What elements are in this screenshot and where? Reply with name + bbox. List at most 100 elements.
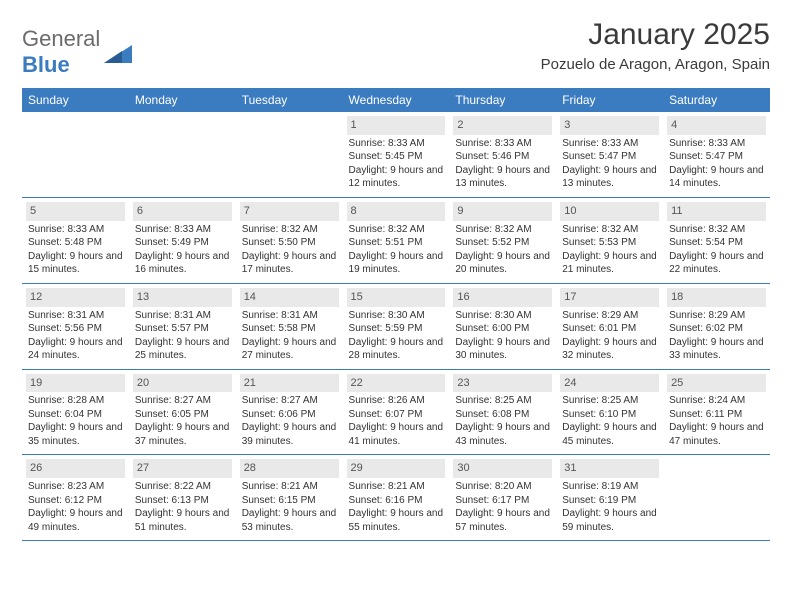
calendar-day-empty bbox=[22, 112, 129, 197]
calendar-day: 29 Sunrise: 8:21 AMSunset: 6:16 PMDayligh… bbox=[343, 455, 450, 541]
day-number: 31 bbox=[560, 459, 659, 478]
calendar-day: 25Sunrise: 8:24 AMSunset: 6:11 PMDayligh… bbox=[663, 369, 770, 455]
logo-line2: Blue bbox=[22, 52, 70, 77]
day-details: Sunrise: 8:33 AMSunset: 5:49 PMDaylight:… bbox=[133, 223, 232, 277]
day-details: Sunrise: 8:26 AMSunset: 6:07 PMDaylight:… bbox=[347, 394, 446, 448]
day-number: 14 bbox=[240, 288, 339, 307]
month-title: January 2025 bbox=[541, 18, 770, 52]
day-details: Sunrise: 8:33 AMSunset: 5:48 PMDaylight:… bbox=[26, 223, 125, 277]
day-number: 1 bbox=[347, 116, 446, 135]
calendar-day: 27 Sunrise: 8:22 AMSunset: 6:13 PMDayligh… bbox=[129, 455, 236, 541]
day-header-row: SundayMondayTuesdayWednesdayThursdayFrid… bbox=[22, 88, 770, 112]
day-number: 2 bbox=[453, 116, 552, 135]
day-number: 25 bbox=[667, 374, 766, 393]
day-number: 11 bbox=[667, 202, 766, 221]
calendar-day: 10Sunrise: 8:32 AMSunset: 5:53 PMDayligh… bbox=[556, 197, 663, 283]
day-number: 29 bbox=[347, 459, 446, 478]
day-header: Friday bbox=[556, 88, 663, 112]
calendar-week: 26Sunrise: 8:23 AMSunset: 6:12 PMDayligh… bbox=[22, 455, 770, 541]
day-number: 27 bbox=[133, 459, 232, 478]
calendar-day: 20Sunrise: 8:27 AMSunset: 6:05 PMDayligh… bbox=[129, 369, 236, 455]
day-number: 12 bbox=[26, 288, 125, 307]
day-number: 23 bbox=[453, 374, 552, 393]
day-details: Sunrise: 8:32 AMSunset: 5:52 PMDaylight:… bbox=[453, 223, 552, 277]
day-number: 9 bbox=[453, 202, 552, 221]
calendar-day: 18Sunrise: 8:29 AMSunset: 6:02 PMDayligh… bbox=[663, 283, 770, 369]
day-number: 21 bbox=[240, 374, 339, 393]
day-details: Sunrise: 8:30 AMSunset: 6:00 PMDaylight:… bbox=[453, 309, 552, 363]
calendar-day: 9 Sunrise: 8:32 AMSunset: 5:52 PMDaylight… bbox=[449, 197, 556, 283]
calendar-day: 7 Sunrise: 8:32 AMSunset: 5:50 PMDaylight… bbox=[236, 197, 343, 283]
calendar-day: 21Sunrise: 8:27 AMSunset: 6:06 PMDayligh… bbox=[236, 369, 343, 455]
calendar-day: 30Sunrise: 8:20 AMSunset: 6:17 PMDayligh… bbox=[449, 455, 556, 541]
day-details: Sunrise: 8:22 AMSunset: 6:13 PMDaylight:… bbox=[133, 480, 232, 534]
calendar-day: 11 Sunrise: 8:32 AMSunset: 5:54 PMDayligh… bbox=[663, 197, 770, 283]
calendar-day: 19Sunrise: 8:28 AMSunset: 6:04 PMDayligh… bbox=[22, 369, 129, 455]
day-header: Sunday bbox=[22, 88, 129, 112]
logo-triangle-icon bbox=[104, 41, 132, 63]
calendar-day: 26Sunrise: 8:23 AMSunset: 6:12 PMDayligh… bbox=[22, 455, 129, 541]
calendar-day: 2 Sunrise: 8:33 AMSunset: 5:46 PMDaylight… bbox=[449, 112, 556, 197]
location: Pozuelo de Aragon, Aragon, Spain bbox=[541, 56, 770, 73]
day-details: Sunrise: 8:32 AMSunset: 5:54 PMDaylight:… bbox=[667, 223, 766, 277]
calendar-week: 1 Sunrise: 8:33 AMSunset: 5:45 PMDaylight… bbox=[22, 112, 770, 197]
day-details: Sunrise: 8:32 AMSunset: 5:50 PMDaylight:… bbox=[240, 223, 339, 277]
day-details: Sunrise: 8:32 AMSunset: 5:51 PMDaylight:… bbox=[347, 223, 446, 277]
day-details: Sunrise: 8:25 AMSunset: 6:10 PMDaylight:… bbox=[560, 394, 659, 448]
day-number: 3 bbox=[560, 116, 659, 135]
day-number: 17 bbox=[560, 288, 659, 307]
day-details: Sunrise: 8:27 AMSunset: 6:05 PMDaylight:… bbox=[133, 394, 232, 448]
calendar-day: 4 Sunrise: 8:33 AMSunset: 5:47 PMDaylight… bbox=[663, 112, 770, 197]
day-details: Sunrise: 8:27 AMSunset: 6:06 PMDaylight:… bbox=[240, 394, 339, 448]
day-number: 18 bbox=[667, 288, 766, 307]
day-number: 30 bbox=[453, 459, 552, 478]
day-number: 26 bbox=[26, 459, 125, 478]
day-number: 5 bbox=[26, 202, 125, 221]
calendar-day: 8 Sunrise: 8:32 AMSunset: 5:51 PMDaylight… bbox=[343, 197, 450, 283]
day-details: Sunrise: 8:33 AMSunset: 5:45 PMDaylight:… bbox=[347, 137, 446, 191]
calendar-day: 13Sunrise: 8:31 AMSunset: 5:57 PMDayligh… bbox=[129, 283, 236, 369]
calendar-day: 5 Sunrise: 8:33 AMSunset: 5:48 PMDaylight… bbox=[22, 197, 129, 283]
calendar-day: 15Sunrise: 8:30 AMSunset: 5:59 PMDayligh… bbox=[343, 283, 450, 369]
day-header: Saturday bbox=[663, 88, 770, 112]
day-details: Sunrise: 8:33 AMSunset: 5:47 PMDaylight:… bbox=[667, 137, 766, 191]
day-details: Sunrise: 8:25 AMSunset: 6:08 PMDaylight:… bbox=[453, 394, 552, 448]
logo-line1: General bbox=[22, 26, 100, 52]
day-number: 8 bbox=[347, 202, 446, 221]
calendar-day: 31Sunrise: 8:19 AMSunset: 6:19 PMDayligh… bbox=[556, 455, 663, 541]
day-number: 19 bbox=[26, 374, 125, 393]
day-header: Monday bbox=[129, 88, 236, 112]
calendar-day: 12 Sunrise: 8:31 AMSunset: 5:56 PMDayligh… bbox=[22, 283, 129, 369]
calendar-body: 1 Sunrise: 8:33 AMSunset: 5:45 PMDaylight… bbox=[22, 112, 770, 541]
day-number: 13 bbox=[133, 288, 232, 307]
calendar-week: 5 Sunrise: 8:33 AMSunset: 5:48 PMDaylight… bbox=[22, 197, 770, 283]
day-header: Thursday bbox=[449, 88, 556, 112]
day-number: 22 bbox=[347, 374, 446, 393]
day-details: Sunrise: 8:33 AMSunset: 5:47 PMDaylight:… bbox=[560, 137, 659, 191]
day-details: Sunrise: 8:21 AMSunset: 6:15 PMDaylight:… bbox=[240, 480, 339, 534]
day-number: 7 bbox=[240, 202, 339, 221]
day-number: 20 bbox=[133, 374, 232, 393]
day-number: 15 bbox=[347, 288, 446, 307]
day-details: Sunrise: 8:33 AMSunset: 5:46 PMDaylight:… bbox=[453, 137, 552, 191]
calendar-day: 22Sunrise: 8:26 AMSunset: 6:07 PMDayligh… bbox=[343, 369, 450, 455]
day-details: Sunrise: 8:29 AMSunset: 6:01 PMDaylight:… bbox=[560, 309, 659, 363]
calendar-week: 12 Sunrise: 8:31 AMSunset: 5:56 PMDayligh… bbox=[22, 283, 770, 369]
calendar-day: 24Sunrise: 8:25 AMSunset: 6:10 PMDayligh… bbox=[556, 369, 663, 455]
calendar-day-empty bbox=[236, 112, 343, 197]
calendar-day: 1 Sunrise: 8:33 AMSunset: 5:45 PMDaylight… bbox=[343, 112, 450, 197]
day-details: Sunrise: 8:24 AMSunset: 6:11 PMDaylight:… bbox=[667, 394, 766, 448]
day-number: 16 bbox=[453, 288, 552, 307]
calendar-day: 23Sunrise: 8:25 AMSunset: 6:08 PMDayligh… bbox=[449, 369, 556, 455]
calendar-table: SundayMondayTuesdayWednesdayThursdayFrid… bbox=[22, 88, 770, 541]
day-header: Tuesday bbox=[236, 88, 343, 112]
day-number: 10 bbox=[560, 202, 659, 221]
day-details: Sunrise: 8:31 AMSunset: 5:56 PMDaylight:… bbox=[26, 309, 125, 363]
calendar-day-empty bbox=[129, 112, 236, 197]
day-details: Sunrise: 8:28 AMSunset: 6:04 PMDaylight:… bbox=[26, 394, 125, 448]
day-details: Sunrise: 8:21 AMSunset: 6:16 PMDaylight:… bbox=[347, 480, 446, 534]
calendar-week: 19Sunrise: 8:28 AMSunset: 6:04 PMDayligh… bbox=[22, 369, 770, 455]
day-number: 6 bbox=[133, 202, 232, 221]
day-number: 4 bbox=[667, 116, 766, 135]
calendar-day: 17 Sunrise: 8:29 AMSunset: 6:01 PMDayligh… bbox=[556, 283, 663, 369]
